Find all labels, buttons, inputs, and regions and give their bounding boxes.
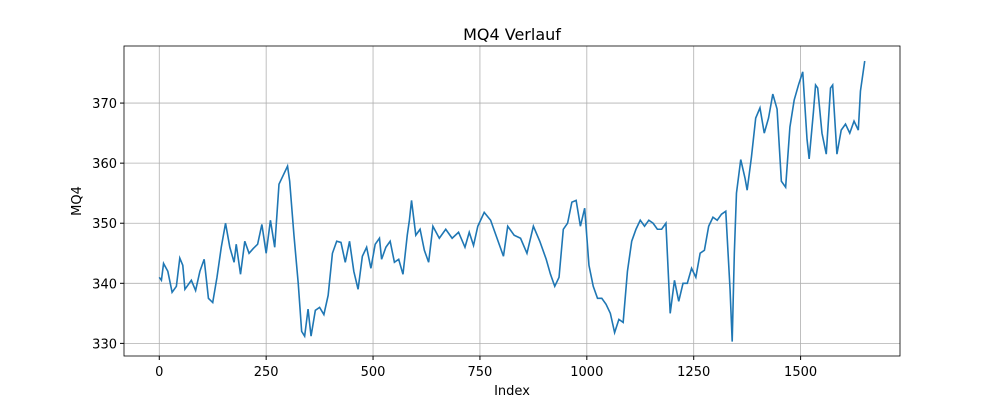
y-tick-label: 330 [92, 337, 117, 352]
chart-title: MQ4 Verlauf [463, 25, 561, 44]
data-line [158, 60, 866, 342]
x-tick-label: 0 [155, 365, 163, 380]
y-tick-label: 340 [92, 277, 117, 292]
x-tick-label: 1500 [784, 365, 817, 380]
y-tick-label: 360 [92, 157, 117, 172]
x-axis-label: Index [494, 384, 530, 399]
y-axis-label: MQ4 [70, 186, 85, 216]
x-tick-label: 750 [468, 365, 493, 380]
y-tick-label: 370 [92, 97, 117, 112]
x-tick-label: 500 [361, 365, 386, 380]
x-tick-label: 1250 [677, 365, 710, 380]
y-tick-label: 350 [92, 217, 117, 232]
x-tick-label: 1000 [570, 365, 603, 380]
x-tick-label: 250 [254, 365, 279, 380]
plot-frame [123, 45, 901, 357]
